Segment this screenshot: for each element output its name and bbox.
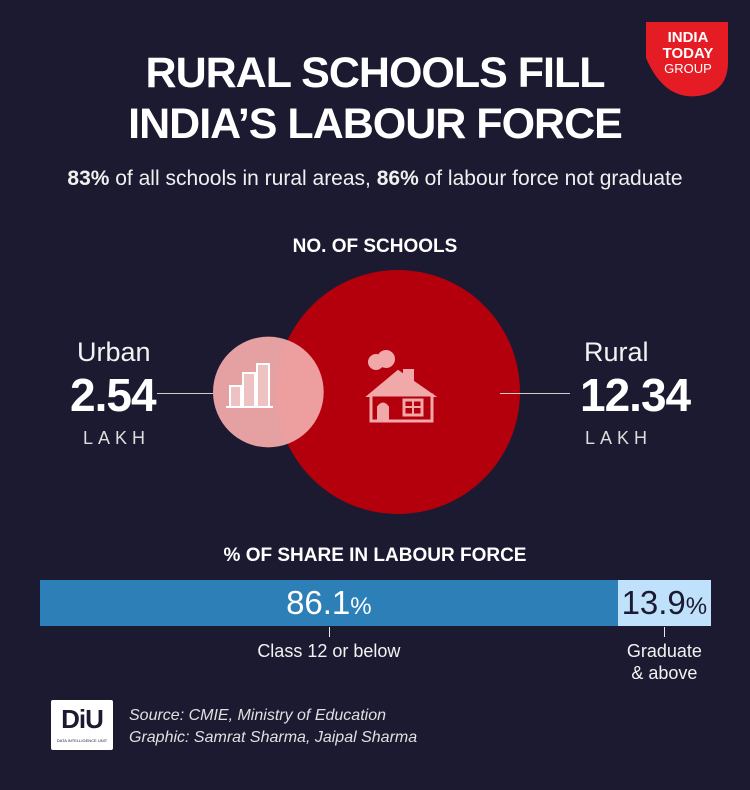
logo-line-1: INDIA [668, 29, 709, 46]
source-text: Source: CMIE, Ministry of Education [129, 707, 386, 724]
subtitle: 83% of all schools in rural areas, 86% o… [0, 167, 750, 191]
labour-chart-title: % OF SHARE IN LABOUR FORCE [223, 545, 527, 566]
india-today-group-logo: INDIA TODAY GROUP [646, 22, 728, 97]
bar-value-graduate-suffix: % [685, 593, 708, 620]
city-buildings-icon [226, 363, 273, 408]
logo-line-2: TODAY [663, 45, 714, 62]
bar-value-graduate-number: 13.9 [621, 584, 686, 621]
category-label-graduate-line-2: & above [631, 663, 698, 683]
bar-value-graduate: 13.9% [618, 580, 711, 626]
diu-logo-tagline: DATA INTELLIGENCE UNIT [56, 738, 108, 743]
title-line-2: INDIA’S LABOUR FORCE [128, 100, 623, 148]
labour-share-bar: 86.1% 13.9% [40, 580, 711, 626]
diu-logo-mark: DiU [61, 704, 104, 734]
category-label-class12: Class 12 or below [229, 640, 429, 662]
urban-leader-line [157, 393, 213, 394]
logo-shape [646, 22, 728, 97]
bar-value-class12-suffix: % [350, 593, 372, 620]
tick-class12 [328, 627, 330, 637]
subtitle-stat-schools: 83% [67, 167, 110, 190]
rural-value: 12.34 [580, 369, 691, 421]
title-line-1: RURAL SCHOOLS FILL [145, 49, 606, 97]
category-label-class12-line: Class 12 or below [257, 641, 401, 661]
urban-label: Urban [77, 337, 151, 367]
bar-value-class12-number: 86.1 [286, 584, 351, 621]
subtitle-text-2: of labour force not graduate [418, 167, 683, 190]
rural-leader-line [500, 393, 570, 394]
rural-house-icon [365, 350, 438, 423]
urban-unit: LAKH [83, 428, 151, 448]
category-label-graduate: Graduate & above [604, 640, 724, 684]
tick-graduate [664, 627, 666, 637]
schools-chart-title: NO. OF SCHOOLS [292, 236, 458, 257]
bar-segment-graduate [617, 580, 711, 626]
rural-label: Rural [584, 337, 649, 367]
subtitle-stat-labour: 86% [376, 167, 419, 190]
logo-line-3: GROUP [664, 61, 712, 76]
bar-value-class12: 86.1% [40, 580, 618, 626]
diu-logo: DiU DATA INTELLIGENCE UNIT [51, 700, 113, 750]
rural-unit: LAKH [585, 428, 653, 448]
graphic-credit-text: Graphic: Samrat Sharma, Jaipal Sharma [129, 729, 418, 746]
subtitle-text-1: of all schools in rural areas, [109, 167, 377, 190]
category-label-graduate-line-1: Graduate [626, 641, 702, 661]
urban-value: 2.54 [70, 369, 157, 421]
bar-segment-class12 [40, 580, 618, 626]
